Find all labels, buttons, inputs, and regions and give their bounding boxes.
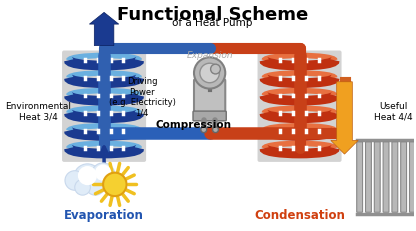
FancyBboxPatch shape xyxy=(357,142,363,212)
Circle shape xyxy=(78,166,97,185)
FancyBboxPatch shape xyxy=(62,51,146,162)
FancyBboxPatch shape xyxy=(258,51,342,162)
FancyBboxPatch shape xyxy=(366,142,371,212)
Circle shape xyxy=(65,171,84,190)
Circle shape xyxy=(213,127,218,133)
Text: Driving
Power
(e.g. Electricity)
1/4: Driving Power (e.g. Electricity) 1/4 xyxy=(109,77,176,117)
Circle shape xyxy=(200,64,219,83)
Text: Functional Scheme: Functional Scheme xyxy=(117,6,308,24)
Circle shape xyxy=(103,173,126,196)
FancyArrow shape xyxy=(331,82,358,155)
FancyBboxPatch shape xyxy=(383,142,389,212)
FancyBboxPatch shape xyxy=(409,142,415,212)
Circle shape xyxy=(86,176,105,195)
Circle shape xyxy=(75,180,90,195)
Text: Useful
Heat 4/4: Useful Heat 4/4 xyxy=(374,102,413,121)
Text: of a Heat Pump: of a Heat Pump xyxy=(172,18,253,28)
Circle shape xyxy=(194,58,225,89)
FancyBboxPatch shape xyxy=(374,142,380,212)
Circle shape xyxy=(210,65,220,75)
Circle shape xyxy=(95,165,111,181)
FancyBboxPatch shape xyxy=(401,142,406,212)
FancyBboxPatch shape xyxy=(193,112,226,121)
Text: Environmental
Heat 3/4: Environmental Heat 3/4 xyxy=(5,102,72,121)
FancyBboxPatch shape xyxy=(392,142,398,212)
Circle shape xyxy=(92,163,115,187)
FancyBboxPatch shape xyxy=(194,79,225,120)
Text: Expansion: Expansion xyxy=(186,50,233,59)
Circle shape xyxy=(74,164,101,191)
Circle shape xyxy=(201,127,207,133)
FancyArrow shape xyxy=(89,13,119,46)
Text: Evaporation: Evaporation xyxy=(64,208,144,221)
Text: Condensation: Condensation xyxy=(254,208,345,221)
Text: Compression: Compression xyxy=(155,119,231,129)
